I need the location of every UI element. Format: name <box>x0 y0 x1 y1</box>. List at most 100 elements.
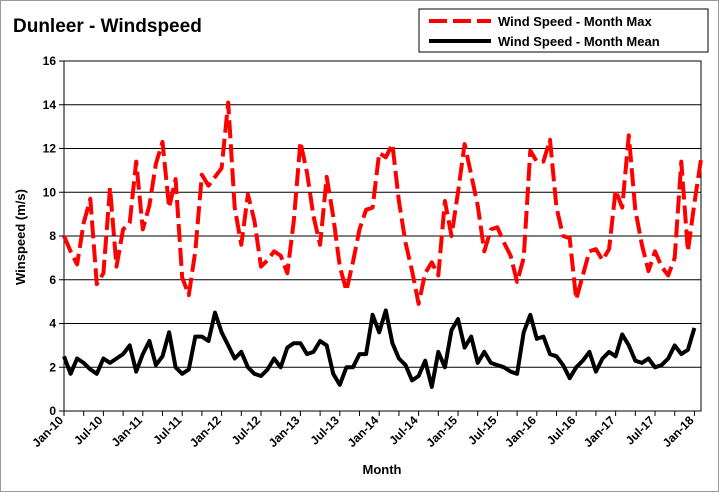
data-point <box>483 350 486 353</box>
data-point <box>424 272 427 275</box>
data-point <box>686 250 689 253</box>
data-point <box>496 226 499 229</box>
data-point <box>332 215 335 218</box>
data-point <box>588 250 591 253</box>
data-point <box>463 143 466 146</box>
data-point <box>588 350 591 353</box>
data-point <box>148 340 151 343</box>
data-point <box>660 265 663 268</box>
data-point <box>128 344 131 347</box>
data-point <box>568 377 571 380</box>
data-point <box>660 364 663 367</box>
data-point <box>312 350 315 353</box>
data-point <box>233 357 236 360</box>
data-point <box>200 335 203 338</box>
data-point <box>575 298 578 301</box>
data-point <box>351 366 354 369</box>
x-axis-label: Month <box>363 462 402 477</box>
data-point <box>535 160 538 163</box>
data-point <box>305 171 308 174</box>
data-point <box>102 272 105 275</box>
data-point <box>555 206 558 209</box>
data-point <box>673 256 676 259</box>
data-point <box>568 237 571 240</box>
data-point <box>279 366 282 369</box>
data-point <box>181 372 184 375</box>
data-point <box>529 149 532 152</box>
data-point <box>122 353 125 356</box>
series-month-mean <box>62 308 697 389</box>
data-point <box>614 355 617 358</box>
data-point <box>69 372 72 375</box>
data-point <box>371 313 374 316</box>
data-point <box>141 228 144 231</box>
data-point <box>384 309 387 312</box>
data-point <box>102 357 105 360</box>
data-point <box>358 353 361 356</box>
x-tick-label: Jul-12 <box>229 413 264 448</box>
data-point <box>214 311 217 314</box>
y-tick-label: 14 <box>43 98 57 112</box>
data-point <box>673 344 676 347</box>
series-group <box>62 100 703 389</box>
data-point <box>253 372 256 375</box>
data-point <box>621 333 624 336</box>
data-point <box>614 189 617 192</box>
x-tick-label: Jul-16 <box>544 413 579 448</box>
data-point <box>522 256 525 259</box>
data-point <box>154 162 157 165</box>
data-point <box>548 138 551 141</box>
data-point <box>108 186 111 189</box>
data-point <box>680 160 683 163</box>
data-point <box>601 259 604 262</box>
data-point <box>581 359 584 362</box>
data-point <box>502 366 505 369</box>
data-point <box>542 160 545 163</box>
data-point <box>273 250 276 253</box>
data-point <box>286 272 289 275</box>
y-tick-label: 0 <box>49 404 56 418</box>
data-point <box>667 274 670 277</box>
data-point <box>640 361 643 364</box>
data-point <box>174 178 177 181</box>
data-point <box>575 366 578 369</box>
data-point <box>141 353 144 356</box>
data-point <box>627 344 630 347</box>
data-point <box>601 357 604 360</box>
data-point <box>260 375 263 378</box>
x-tick-label: Jan-17 <box>581 413 618 450</box>
data-point <box>476 204 479 207</box>
data-point <box>542 335 545 338</box>
data-point <box>233 206 236 209</box>
data-point <box>187 368 190 371</box>
data-point <box>647 357 650 360</box>
data-point <box>345 366 348 369</box>
data-point <box>246 366 249 369</box>
y-tick-label: 6 <box>49 273 56 287</box>
data-point <box>463 346 466 349</box>
data-point <box>437 274 440 277</box>
data-point <box>404 241 407 244</box>
data-point <box>640 243 643 246</box>
data-point <box>181 276 184 279</box>
data-point <box>529 313 532 316</box>
data-point <box>338 265 341 268</box>
data-point <box>450 235 453 238</box>
x-tick-label: Jul-15 <box>465 413 500 448</box>
data-point <box>358 228 361 231</box>
x-tick-label: Jan-18 <box>660 413 697 450</box>
data-point <box>430 385 433 388</box>
data-point <box>266 368 269 371</box>
x-tick-label: Jan-13 <box>266 413 303 450</box>
data-point <box>95 372 98 375</box>
data-point <box>76 263 79 266</box>
legend-label-mean: Wind Speed - Month Mean <box>498 34 660 49</box>
y-tick-label: 10 <box>43 185 57 199</box>
data-point <box>509 254 512 257</box>
data-point <box>594 248 597 251</box>
data-point <box>168 331 171 334</box>
data-point <box>502 241 505 244</box>
x-tick-label: Jan-11 <box>109 413 146 450</box>
data-point <box>555 355 558 358</box>
